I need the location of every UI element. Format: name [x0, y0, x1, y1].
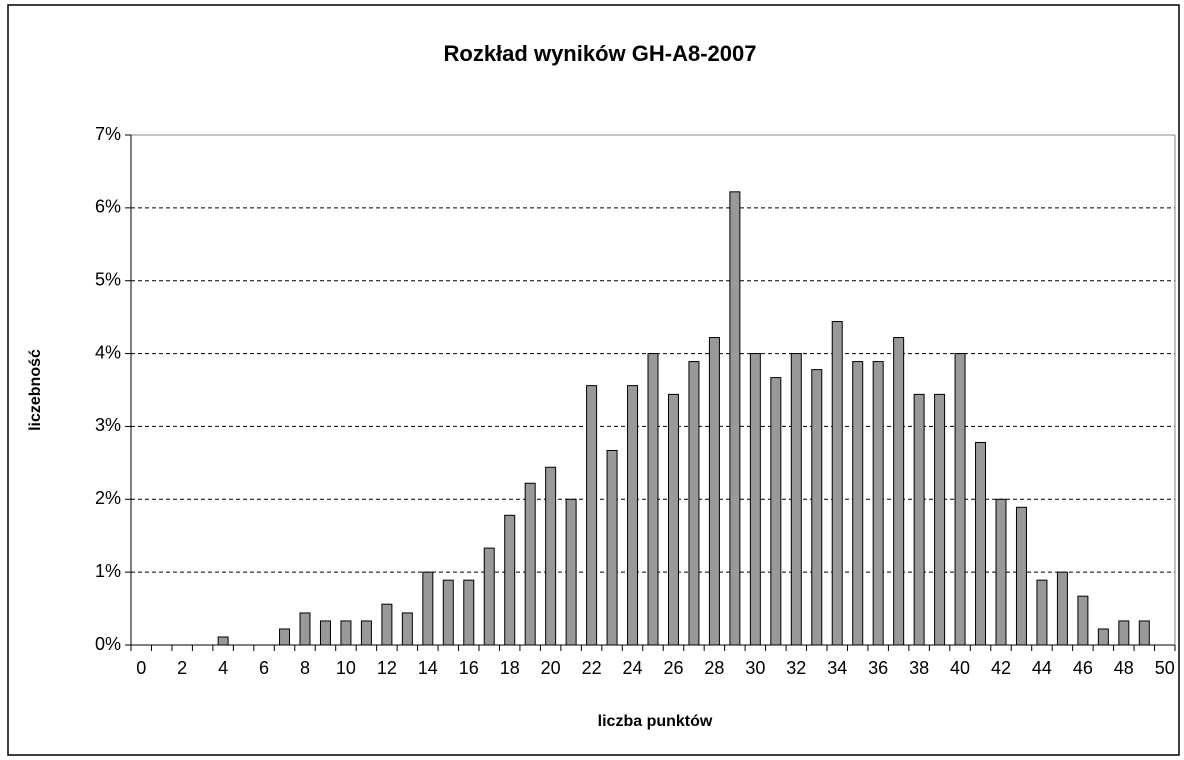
x-tick-label: 30 — [745, 658, 765, 678]
bar — [360, 620, 372, 646]
bar — [1036, 579, 1048, 646]
bar — [975, 441, 987, 646]
x-tick-label: 6 — [259, 658, 269, 678]
x-tick-label: 22 — [582, 658, 602, 678]
bar — [1056, 571, 1068, 646]
bar — [647, 353, 659, 646]
x-tick-label: 4 — [218, 658, 228, 678]
bar — [831, 321, 843, 646]
bar — [790, 353, 802, 646]
x-tick-label: 34 — [827, 658, 847, 678]
y-tick-label: 2% — [95, 488, 121, 508]
bar — [565, 498, 577, 646]
bar — [913, 393, 925, 646]
bar — [545, 466, 557, 646]
bar — [524, 482, 536, 646]
bar — [729, 191, 741, 646]
bar — [442, 579, 454, 646]
x-tick-label: 26 — [663, 658, 683, 678]
x-tick-label: 10 — [336, 658, 356, 678]
bar — [279, 628, 291, 646]
bar — [770, 377, 782, 646]
bar — [852, 361, 864, 646]
x-tick-label: 42 — [991, 658, 1011, 678]
bar — [1077, 595, 1089, 646]
bar — [483, 547, 495, 646]
y-tick-label: 7% — [95, 124, 121, 144]
bar — [381, 603, 393, 646]
bar — [299, 612, 311, 646]
bar — [872, 361, 884, 646]
x-tick-label: 38 — [909, 658, 929, 678]
x-tick-label: 2 — [177, 658, 187, 678]
x-tick-label: 12 — [377, 658, 397, 678]
bar — [422, 571, 434, 646]
bar — [667, 393, 679, 646]
bar — [893, 337, 905, 646]
bar — [401, 612, 413, 646]
bar — [1097, 628, 1109, 646]
chart-title: Rozkład wyników GH-A8-2007 — [444, 41, 757, 66]
x-tick-label: 0 — [136, 658, 146, 678]
x-tick-label: 8 — [300, 658, 310, 678]
y-tick-label: 6% — [95, 197, 121, 217]
bar — [1015, 506, 1027, 646]
y-axis-label: liczebność — [27, 349, 44, 431]
x-tick-label: 40 — [950, 658, 970, 678]
bar — [586, 385, 598, 646]
x-tick-label: 36 — [868, 658, 888, 678]
bar — [504, 514, 516, 646]
bar — [463, 579, 475, 646]
bar — [1138, 620, 1150, 646]
x-tick-label: 50 — [1155, 658, 1175, 678]
bar — [954, 353, 966, 646]
bar — [627, 385, 639, 646]
y-tick-label: 1% — [95, 561, 121, 581]
bar — [340, 620, 352, 646]
bar — [811, 369, 823, 646]
x-tick-label: 46 — [1073, 658, 1093, 678]
x-tick-label: 28 — [704, 658, 724, 678]
x-tick-label: 32 — [786, 658, 806, 678]
bar — [606, 449, 618, 646]
x-tick-label: 18 — [500, 658, 520, 678]
bar — [217, 636, 229, 646]
y-tick-label: 5% — [95, 269, 121, 289]
y-tick-label: 4% — [95, 342, 121, 362]
bar — [319, 620, 331, 646]
x-tick-label: 48 — [1114, 658, 1134, 678]
x-tick-label: 24 — [623, 658, 643, 678]
bar — [995, 498, 1007, 646]
bar — [934, 393, 946, 646]
x-axis-label: liczba punktów — [598, 713, 713, 730]
y-tick-label: 3% — [95, 415, 121, 435]
bar — [1118, 620, 1130, 646]
y-tick-label: 0% — [95, 634, 121, 654]
bar — [688, 361, 700, 646]
bar — [749, 353, 761, 646]
x-tick-label: 44 — [1032, 658, 1052, 678]
x-tick-label: 20 — [541, 658, 561, 678]
x-tick-label: 14 — [418, 658, 438, 678]
bar — [708, 337, 720, 646]
x-tick-label: 16 — [459, 658, 479, 678]
